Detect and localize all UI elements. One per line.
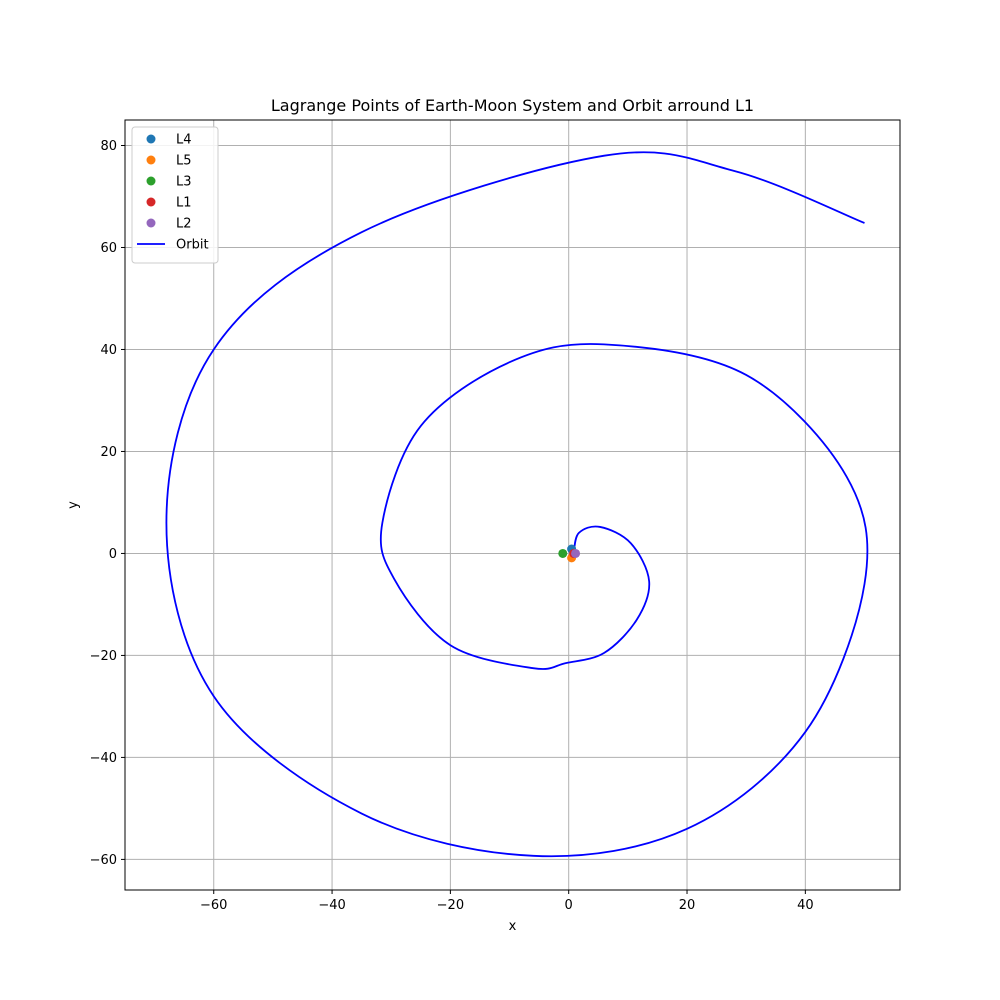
legend-marker-l3 — [146, 176, 156, 186]
x-tick-label: −60 — [200, 898, 227, 913]
y-tick-label: 80 — [100, 139, 117, 154]
legend-marker-l1 — [146, 197, 156, 207]
x-tick-label: 20 — [679, 898, 696, 913]
x-tick-label: −20 — [437, 898, 464, 913]
orbit-line — [165, 151, 869, 858]
legend-marker-l4 — [146, 134, 156, 144]
y-tick-label: −20 — [90, 649, 117, 664]
x-axis-label: x — [509, 919, 517, 934]
x-tick-label: 0 — [565, 898, 573, 913]
y-tick-label: 0 — [109, 547, 117, 562]
grid — [125, 120, 900, 890]
x-tick-label: −40 — [318, 898, 345, 913]
y-tick-label: 20 — [100, 445, 117, 460]
point-l3 — [558, 548, 568, 558]
plot-area-frame — [124, 119, 901, 891]
legend-label: L2 — [176, 217, 192, 232]
y-tick-label: 40 — [100, 343, 117, 358]
legend-label: Orbit — [176, 238, 209, 253]
y-tick-label: −60 — [90, 853, 117, 868]
x-tick-label: 40 — [797, 898, 814, 913]
legend-label: L5 — [176, 154, 192, 169]
legend-marker-l5 — [146, 155, 156, 165]
axis-ticks: −60 −40 −20 0 20 40 −60 −40 −20 0 20 40 60 80 — [90, 139, 814, 913]
legend-label: L3 — [176, 175, 192, 190]
point-l2 — [571, 548, 581, 558]
orbit-layer — [165, 151, 869, 858]
lagrange-points — [558, 544, 581, 563]
legend-label: L4 — [176, 133, 192, 148]
legend-label: L1 — [176, 196, 192, 211]
y-tick-label: −40 — [90, 751, 117, 766]
chart-title: Lagrange Points of Earth-Moon System and… — [271, 96, 754, 115]
y-tick-label: 60 — [100, 241, 117, 256]
legend-marker-l2 — [146, 218, 156, 228]
legend: L4 L5 L3 L1 L2 Orbit — [131, 126, 219, 264]
y-axis-label: y — [66, 501, 81, 509]
